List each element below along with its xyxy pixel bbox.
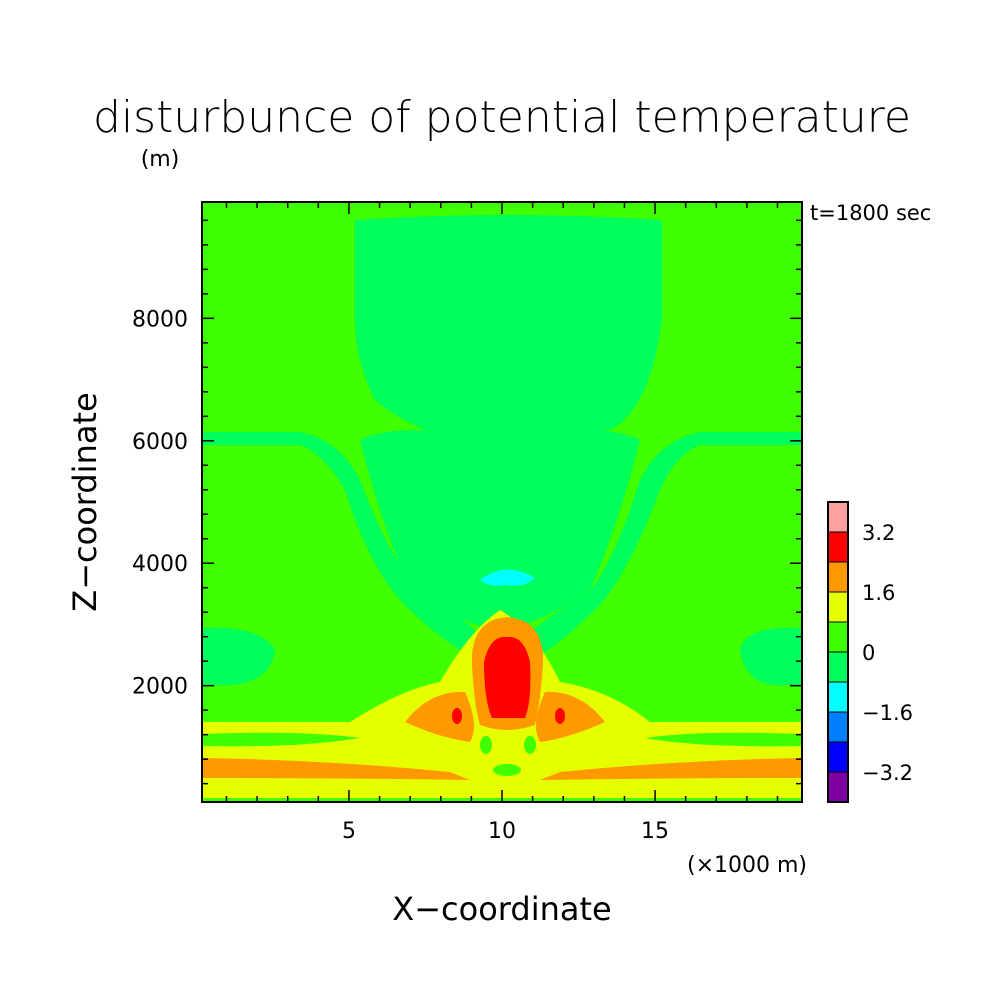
colorbar-bin	[827, 681, 849, 713]
colorbar-bin	[827, 621, 849, 653]
cool-streak-right	[645, 732, 802, 747]
colorbar-bin	[827, 711, 849, 743]
colorbar-bin	[827, 741, 849, 773]
colorbar-label: 3.2	[862, 521, 895, 545]
x-unit-label: (×1000 m)	[687, 853, 807, 878]
left-neutral-lobe	[202, 627, 275, 685]
x-tick-label: 15	[641, 819, 669, 844]
x-axis-title: X−coordinate	[392, 890, 611, 928]
y-unit-label: (m)	[141, 147, 180, 172]
colorbar-bin	[827, 591, 849, 623]
time-annotation: t=1800 sec	[810, 201, 931, 225]
y-tick-label: 8000	[132, 307, 188, 332]
cool-spot-center	[493, 764, 521, 776]
y-tick-label: 4000	[132, 552, 188, 577]
chart-title: disturbunce of potential temperature	[93, 92, 911, 143]
warm-wing-left	[405, 691, 474, 742]
y-tick-label: 2000	[132, 675, 188, 700]
x-tick-labels: 5 10 15	[342, 819, 669, 844]
warm-streak-right	[540, 758, 802, 780]
colorbar: −3.2 −1.6 0 1.6 3.2	[827, 501, 913, 803]
y-axis-title: Z−coordinate	[66, 392, 104, 611]
warm-streak-left	[202, 758, 470, 780]
plot-area	[202, 202, 802, 802]
colorbar-bin	[827, 651, 849, 683]
y-tick-label: 6000	[132, 430, 188, 455]
cool-spot-right	[524, 736, 536, 754]
colorbar-label: −1.6	[862, 701, 913, 725]
upper-neutral-region	[355, 215, 662, 440]
warm-wing-right	[536, 691, 605, 742]
x-tick-label: 10	[488, 819, 516, 844]
central-neutral-region	[360, 430, 640, 630]
neutral-band	[202, 432, 802, 655]
colorbar-bin	[827, 561, 849, 593]
colorbar-bin	[827, 501, 849, 533]
cool-spot-left	[480, 736, 492, 754]
negative-anomaly	[480, 569, 535, 586]
colorbar-bin	[827, 531, 849, 563]
colorbar-label: −3.2	[862, 761, 913, 785]
colorbar-label: 1.6	[862, 581, 895, 605]
warm-core	[484, 636, 531, 718]
colorbar-label: 0	[862, 641, 875, 665]
y-tick-labels: 2000 4000 6000 8000	[132, 307, 188, 699]
right-neutral-lobe	[740, 627, 802, 685]
hot-spot-right	[555, 708, 565, 724]
axis-ticks	[202, 202, 802, 802]
colorbar-bin	[827, 771, 849, 803]
cool-streak-left	[202, 732, 360, 747]
x-tick-label: 5	[342, 819, 356, 844]
hot-spot-left	[452, 708, 462, 724]
colorbar-frame	[827, 501, 849, 803]
